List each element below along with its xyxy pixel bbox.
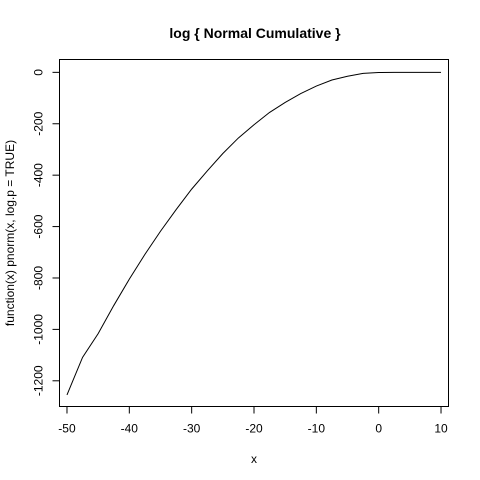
x-tick-label: 10 (434, 422, 448, 436)
y-axis-label: function(x) pnorm(x, log.p = TRUE) (3, 140, 17, 326)
x-tick-label: -10 (308, 422, 326, 436)
y-tick-label: -800 (32, 266, 46, 290)
y-axis: 0 -200 -400 -600 -800 -1000 -1200 (32, 69, 60, 396)
x-tick-label: 0 (375, 422, 382, 436)
y-tick-label: 0 (32, 69, 46, 76)
series-line (66, 71, 442, 396)
y-tick-label: -600 (32, 214, 46, 238)
x-axis: -50 -40 -30 -20 -10 0 10 (58, 406, 448, 436)
y-tick-label: -400 (32, 163, 46, 187)
y-tick-label: -1200 (32, 365, 46, 396)
y-tick-label: -200 (32, 111, 46, 135)
x-tick-label: -40 (121, 422, 139, 436)
series-layer (66, 71, 442, 396)
y-tick-label: -1000 (32, 314, 46, 345)
chart-title: log { Normal Cumulative } (169, 25, 341, 41)
x-tick-label: -30 (183, 422, 201, 436)
x-tick-label: -50 (58, 422, 76, 436)
x-axis-label: x (251, 452, 257, 466)
x-tick-label: -20 (245, 422, 263, 436)
plot-frame (59, 59, 449, 407)
